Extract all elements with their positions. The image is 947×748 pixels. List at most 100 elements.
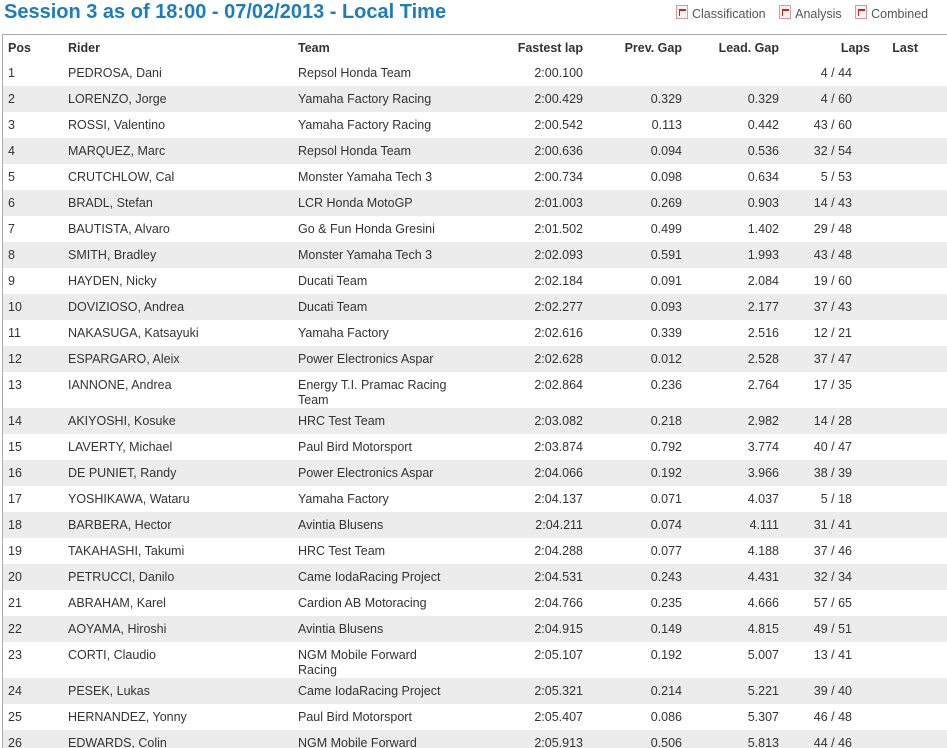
table-row[interactable]: 11 NAKASUGA, Katsayuki Yamaha Factory 2:02.… [3, 320, 947, 346]
cell-fastest-lap-text: 2:02.093 [534, 248, 583, 262]
classification-link[interactable]: Classification [676, 5, 766, 21]
analysis-link[interactable]: Analysis [779, 5, 842, 21]
cell-fastest-lap: 2:04.211 [478, 512, 583, 538]
table-row[interactable]: 6 BRADL, Stefan LCR Honda MotoGP 2:01.003 0.… [3, 190, 947, 216]
header-lead-gap[interactable]: Lead. Gap [718, 40, 779, 55]
table-row[interactable]: 14 AKIYOSHI, Kosuke HRC Test Team 2:03.082 0… [3, 408, 947, 434]
cell-fastest-lap: 2:01.003 [478, 190, 583, 216]
cell-pos: 12 [3, 346, 68, 372]
table-row[interactable]: 4 MARQUEZ, Marc Repsol Honda Team 2:00.636 0… [3, 138, 947, 164]
cell-lead-gap: 4.188 [682, 538, 779, 564]
cell-pos: 25 [3, 704, 68, 730]
cell-fastest-lap: 2:03.082 [478, 408, 583, 434]
cell-lead-gap: 4.037 [682, 486, 779, 512]
cell-fastest-lap-text: 2:05.107 [534, 648, 583, 662]
cell-last [870, 60, 947, 86]
table-row[interactable]: 3 ROSSI, Valentino Yamaha Factory Racing 2:… [3, 112, 947, 138]
header-fastest-lap[interactable]: Fastest lap [517, 40, 583, 55]
table-row[interactable]: 25 HERNANDEZ, Yonny Paul Bird Motorsport 2:… [3, 704, 947, 730]
cell-lead-gap: 2.084 [682, 268, 779, 294]
cell-pos-text: 13 [8, 378, 22, 392]
table-row[interactable]: 19 TAKAHASHI, Takumi HRC Test Team 2:04.288… [3, 538, 947, 564]
link-label: Combined [871, 7, 929, 21]
header-prev-gap[interactable]: Prev. Gap [624, 40, 682, 55]
cell-team: Yamaha Factory [298, 486, 478, 512]
cell-laps-text: 17 / 35 [813, 378, 852, 392]
cell-rider: YOSHIKAWA, Wataru [68, 486, 298, 512]
cell-lead-gap: 4.111 [682, 512, 779, 538]
cell-pos: 5 [3, 164, 68, 190]
table-row[interactable]: 23 CORTI, Claudio NGM Mobile Forward Racin… [3, 642, 947, 678]
header-last[interactable]: Last [892, 40, 918, 55]
table-row[interactable]: 20 PETRUCCI, Danilo Came IodaRacing Projec… [3, 564, 947, 590]
cell-prev-gap-text: 0.192 [650, 466, 682, 480]
cell-pos-text: 3 [8, 118, 15, 132]
cell-pos: 16 [3, 460, 68, 486]
table-row[interactable]: 2 LORENZO, Jorge Yamaha Factory Racing 2:00… [3, 86, 947, 112]
header-laps[interactable]: Laps [840, 40, 870, 55]
cell-pos: 20 [3, 564, 68, 590]
cell-laps-text: 4 / 60 [820, 92, 852, 106]
cell-laps-text: 38 / 39 [813, 466, 852, 480]
table-row[interactable]: 22 AOYAMA, Hiroshi Avintia Blusens 2:04.915… [3, 616, 947, 642]
cell-lead-gap-text: 1.402 [747, 222, 779, 236]
cell-last-text [870, 408, 947, 414]
cell-rider: IANNONE, Andrea [68, 372, 298, 408]
table-row[interactable]: 5 CRUTCHLOW, Cal Monster Yamaha Tech 3 2:00… [3, 164, 947, 190]
header-team[interactable]: Team [298, 40, 330, 55]
cell-prev-gap: 0.236 [583, 372, 682, 408]
cell-prev-gap-text: 0.591 [650, 248, 682, 262]
cell-prev-gap-text: 0.792 [650, 440, 682, 454]
cell-rider: PEDROSA, Dani [68, 60, 298, 86]
table-row[interactable]: 13 IANNONE, Andrea Energy T.I. Pramac Raci… [3, 372, 947, 408]
cell-team: Paul Bird Motorsport [298, 434, 478, 460]
table-row[interactable]: 9 HAYDEN, Nicky Ducati Team 2:02.184 0.091 2.… [3, 268, 947, 294]
header-rider[interactable]: Rider [68, 40, 100, 55]
cell-team: Paul Bird Motorsport [298, 704, 478, 730]
table-row[interactable]: 10 DOVIZIOSO, Andrea Ducati Team 2:02.277 0.… [3, 294, 947, 320]
page-title: Session 3 as of 18:00 - 07/02/2013 - Loc… [4, 1, 447, 23]
cell-rider: HAYDEN, Nicky [68, 268, 298, 294]
cell-lead-gap-text: 3.774 [747, 440, 779, 454]
cell-fastest-lap-text: 2:03.082 [534, 414, 583, 428]
cell-prev-gap-text: 0.506 [650, 736, 682, 748]
cell-last [870, 538, 947, 564]
cell-lead-gap-text: 0.536 [747, 144, 779, 158]
cell-rider: BRADL, Stefan [68, 190, 298, 216]
table-row[interactable]: 15 LAVERTY, Michael Paul Bird Motorsport 2:… [3, 434, 947, 460]
table-row[interactable]: 1 PEDROSA, Dani Repsol Honda Team 2:00.100 4… [3, 60, 947, 86]
table-row[interactable]: 8 SMITH, Bradley Monster Yamaha Tech 3 2:02… [3, 242, 947, 268]
cell-pos: 4 [3, 138, 68, 164]
cell-last-text [870, 564, 947, 570]
table-row[interactable]: 7 BAUTISTA, Alvaro Go & Fun Honda Gresini 2… [3, 216, 947, 242]
cell-rider: ESPARGARO, Aleix [68, 346, 298, 372]
cell-last [870, 372, 947, 408]
cell-lead-gap [682, 60, 779, 86]
combined-link[interactable]: Combined [855, 5, 929, 21]
cell-pos-text: 17 [8, 492, 22, 506]
table-row[interactable]: 24 PESEK, Lukas Came IodaRacing Project 2:0… [3, 678, 947, 704]
table-header-row: Pos Rider Team Fastest lap Prev. Gap Lea… [3, 35, 947, 60]
cell-prev-gap-text: 0.098 [650, 170, 682, 184]
cell-team: Power Electronics Aspar [298, 460, 478, 486]
cell-rider-text: CORTI, Claudio [68, 648, 156, 662]
cell-last [870, 112, 947, 138]
cell-prev-gap: 0.269 [583, 190, 682, 216]
table-row[interactable]: 26 EDWARDS, Colin NGM Mobile Forward Racin… [3, 730, 947, 748]
table-row[interactable]: 17 YOSHIKAWA, Wataru Yamaha Factory 2:04.13… [3, 486, 947, 512]
table-row[interactable]: 21 ABRAHAM, Karel Cardion AB Motoracing 2:0… [3, 590, 947, 616]
cell-pos: 26 [3, 730, 68, 748]
cell-last [870, 704, 947, 730]
cell-rider-text: BARBERA, Hector [68, 518, 172, 532]
table-row[interactable]: 16 DE PUNIET, Randy Power Electronics Aspa… [3, 460, 947, 486]
cell-fastest-lap: 2:05.913 [478, 730, 583, 748]
cell-pos: 23 [3, 642, 68, 678]
cell-fastest-lap-text: 2:04.211 [535, 518, 583, 532]
cell-team-text: Repsol Honda Team [298, 66, 412, 80]
cell-fastest-lap-text: 2:02.864 [534, 378, 583, 392]
header-pos[interactable]: Pos [8, 40, 31, 55]
table-row[interactable]: 12 ESPARGARO, Aleix Power Electronics Aspa… [3, 346, 947, 372]
table-row[interactable]: 18 BARBERA, Hector Avintia Blusens 2:04.211… [3, 512, 947, 538]
cell-pos: 11 [3, 320, 68, 346]
cell-team: Came IodaRacing Project [298, 678, 478, 704]
